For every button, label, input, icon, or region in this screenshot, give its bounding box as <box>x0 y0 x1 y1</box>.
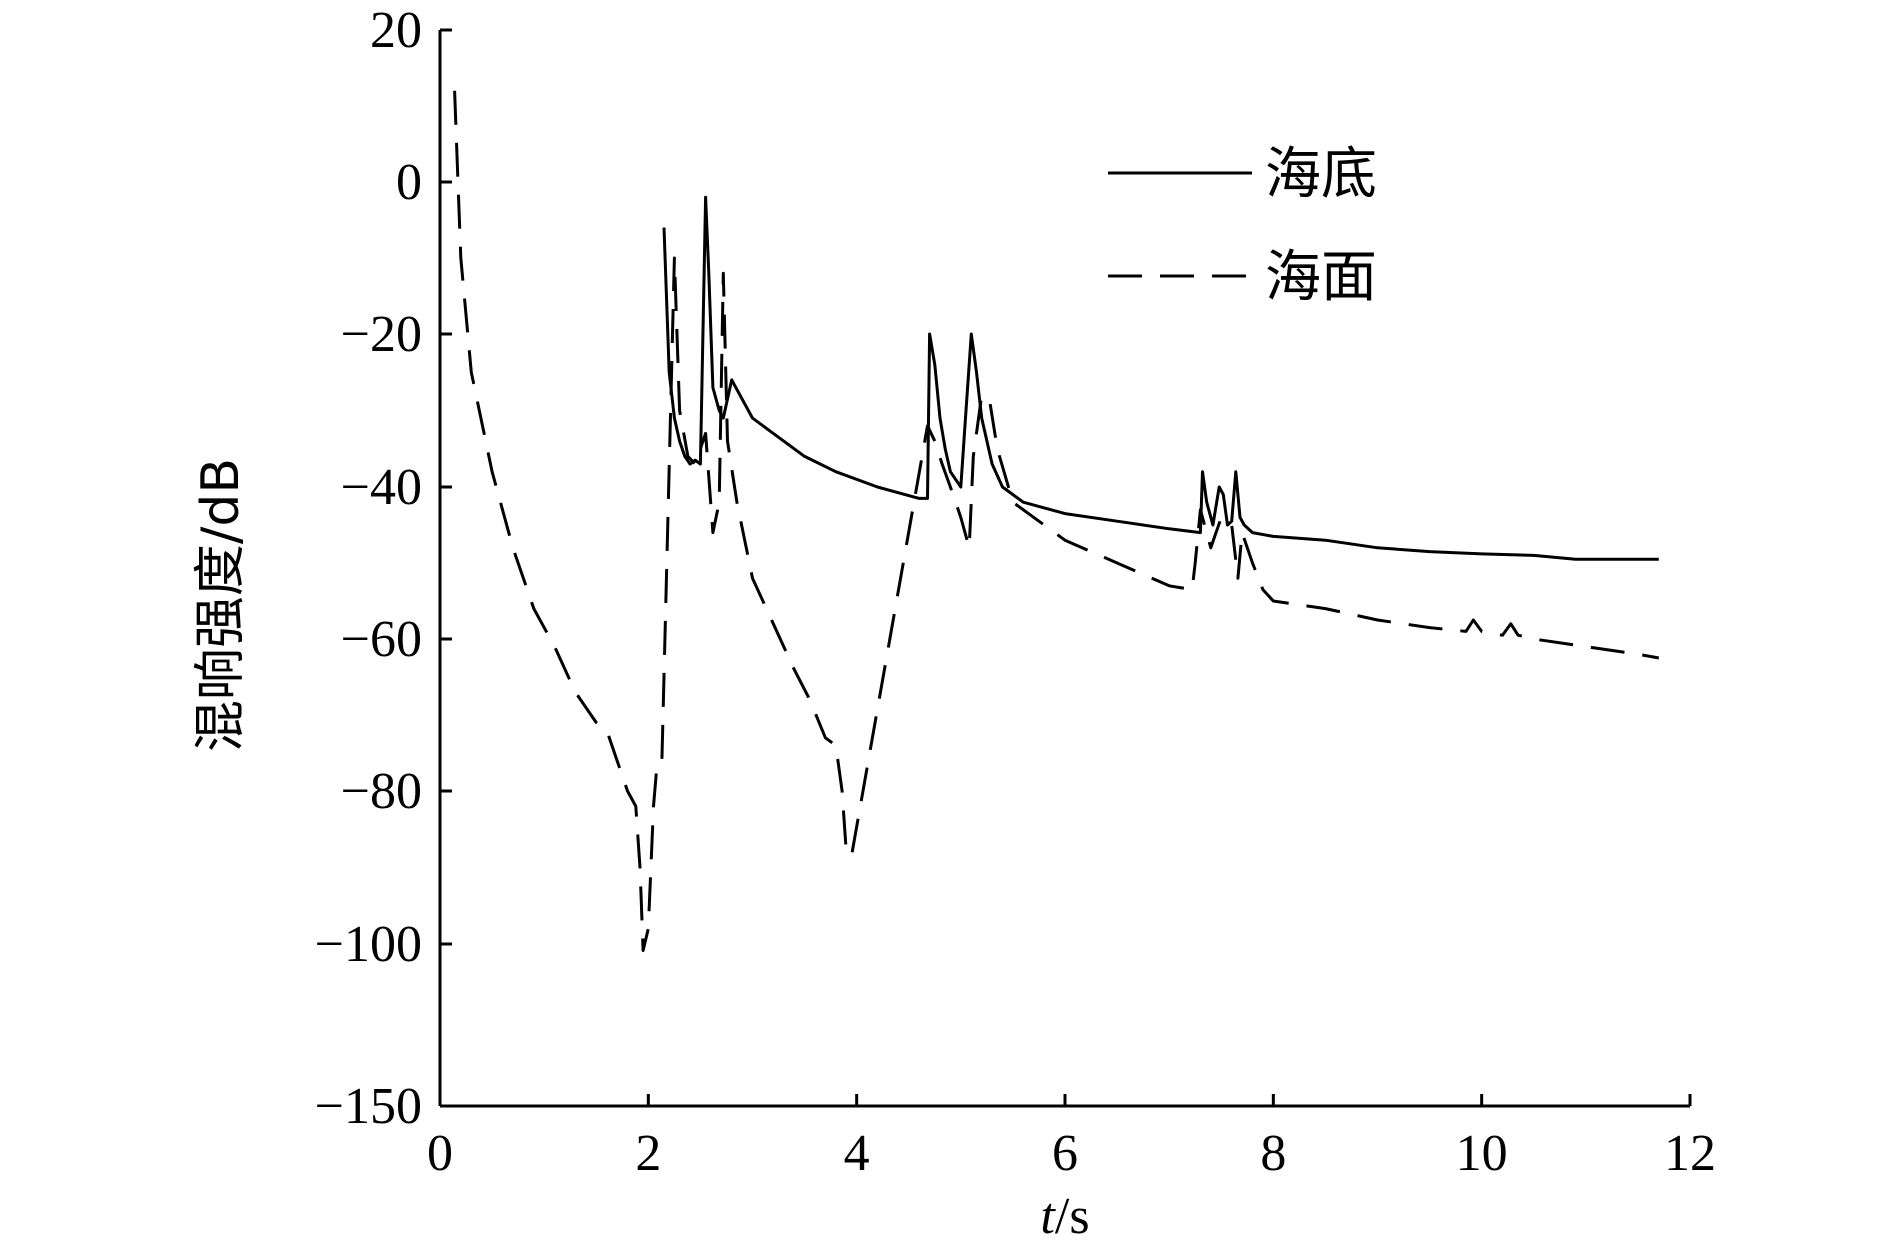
series-layer <box>453 90 1660 952</box>
x-ticks: 0 2 4 6 8 10 12 <box>427 1094 1716 1182</box>
x-tick-label: 2 <box>635 1125 661 1182</box>
x-axis-title-unit: /s <box>1055 1188 1090 1241</box>
legend: 海底 海面 <box>1108 142 1377 310</box>
y-axis-title: 混响强度/dB <box>191 458 251 752</box>
y-tick-label: −150 <box>315 1078 422 1135</box>
x-tick-label: 0 <box>427 1125 453 1182</box>
y-tick-label: 20 <box>370 2 422 59</box>
y-tick-label: −40 <box>341 459 422 516</box>
x-axis-title-symbol: t <box>1040 1188 1056 1241</box>
legend-label-sea-surface: 海面 <box>1265 245 1377 310</box>
x-tick-label: 12 <box>1664 1125 1716 1182</box>
y-tick-label: 0 <box>396 154 422 211</box>
x-tick-label: 4 <box>844 1125 870 1182</box>
series-line-sea-surface <box>453 90 1660 952</box>
x-tick-label: 6 <box>1052 1125 1078 1182</box>
x-tick-label: 10 <box>1456 1125 1508 1182</box>
y-tick-label: −100 <box>315 916 422 973</box>
y-tick-label: −80 <box>341 763 422 820</box>
series-line-seabed <box>662 195 1659 561</box>
y-ticks: 20 0 −20 −40 −60 −80 −100 −150 <box>315 2 452 1135</box>
y-tick-label: −20 <box>341 306 422 363</box>
legend-label-seabed: 海底 <box>1265 142 1377 207</box>
x-tick-label: 8 <box>1260 1125 1286 1182</box>
x-axis-title: t/s <box>1040 1188 1089 1241</box>
axes <box>438 30 1690 1108</box>
y-tick-label: −60 <box>341 611 422 668</box>
